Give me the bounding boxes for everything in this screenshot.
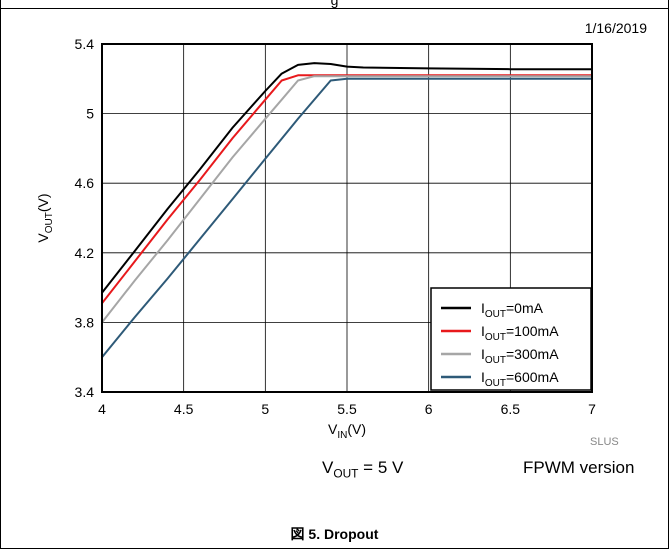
legend-label: IOUT=600mA [481,369,559,389]
date-stamp: 1/16/2019 [584,20,647,36]
x-tick-label: 5.5 [337,401,357,417]
x-tick-label: 7 [588,401,596,417]
x-axis-label: VIN(V) [328,421,366,441]
x-tick-labels: 4 4.5 5 5.5 6 6.5 7 [98,401,596,417]
condition-mode: FPWM version [523,458,635,477]
x-tick-label: 6.5 [501,401,521,417]
y-tick-label: 4.6 [75,175,95,191]
plot-border [101,43,593,393]
legend-box [430,287,592,391]
y-tick-label: 4.2 [75,245,95,261]
grid [102,44,592,392]
legend-label: IOUT=300mA [481,346,559,366]
y-tick-label: 5.4 [75,36,95,52]
legend-label: IOUT=0mA [481,300,544,320]
source-tag: SLUS [590,436,619,448]
y-axis-label: VOUT(V) [35,193,55,242]
legend-label: IOUT=100mA [481,323,559,343]
condition-vout: VOUT = 5 V [322,458,404,481]
x-tick-label: 6 [425,401,433,417]
x-tick-label: 5 [261,401,269,417]
series-line [101,75,592,324]
y-tick-labels: 3.4 3.8 4.2 4.6 5 5.4 [75,36,95,400]
x-tick-label: 4.5 [174,401,194,417]
y-tick-label: 3.8 [75,314,95,330]
y-tick-label: 3.4 [75,384,95,400]
x-tick-label: 4 [98,401,106,417]
top-border: g [0,0,669,9]
series-line [101,77,592,358]
y-tick-label: 5 [86,106,94,122]
legend: IOUT=0mA IOUT=100mA IOUT=300mA IOUT=600mA [430,287,592,391]
series-layer [101,62,592,358]
figure-caption: 図 5. Dropout [290,526,379,542]
clipped-title: g [330,0,339,8]
series-line [101,62,592,294]
